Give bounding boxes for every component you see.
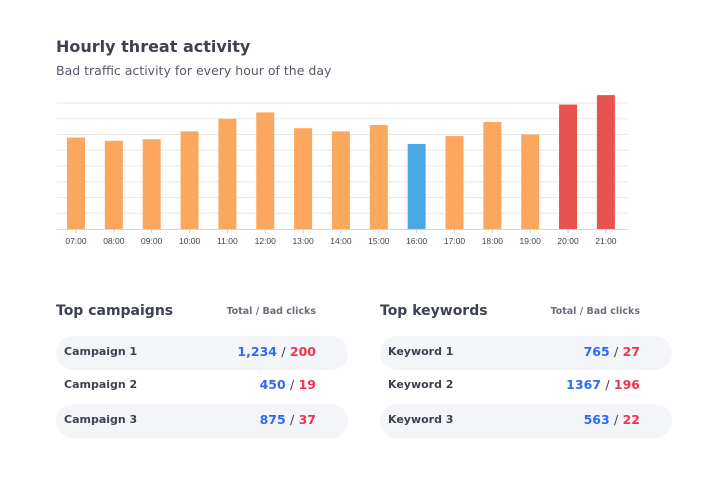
row-name: Campaign 3 — [64, 413, 138, 426]
table-row[interactable]: Keyword 2 1367 / 196 — [380, 369, 672, 403]
table-row[interactable]: Campaign 3 875 / 37 — [56, 404, 348, 438]
column-header: Total / Bad clicks — [550, 306, 640, 317]
bar-16:00[interactable] — [407, 143, 426, 229]
hourly-bar-chart: 07:00 08:00 09:00 10:00 11:00 12:00 13:00 14:00… — [57, 95, 628, 246]
row-value: 875 / 37 — [260, 412, 316, 427]
x-tick-label: 14:00 — [330, 236, 352, 246]
panel-title: Top campaigns — [56, 303, 174, 319]
x-tick-label: 11:00 — [217, 236, 238, 246]
bar-09:00[interactable] — [142, 139, 161, 229]
bar-14:00[interactable] — [331, 131, 350, 229]
bar-11:00[interactable] — [218, 118, 237, 229]
row-value: 1367 / 196 — [566, 377, 640, 392]
bad-clicks: 22 — [622, 412, 640, 427]
bar-10:00[interactable] — [180, 131, 199, 229]
separator: / — [281, 344, 286, 359]
x-tick-label: 19:00 — [520, 236, 542, 246]
bar-13:00[interactable] — [294, 128, 313, 229]
x-tick-label: 12:00 — [255, 236, 277, 246]
bad-clicks: 19 — [298, 377, 316, 392]
separator: / — [614, 344, 619, 359]
row-name: Campaign 1 — [64, 345, 138, 358]
row-name: Keyword 1 — [388, 345, 454, 358]
bar-12:00[interactable] — [256, 112, 275, 229]
x-tick-label: 10:00 — [179, 236, 201, 246]
table-row[interactable]: Keyword 3 563 / 22 — [380, 404, 672, 438]
bad-clicks: 196 — [613, 377, 640, 392]
row-value: 765 / 27 — [584, 344, 640, 359]
x-tick-label: 15:00 — [368, 236, 390, 246]
row-name: Keyword 2 — [388, 378, 454, 391]
bar-15:00[interactable] — [369, 125, 388, 229]
page-subtitle: Bad traffic activity for every hour of t… — [56, 63, 332, 78]
x-tick-label: 08:00 — [103, 236, 125, 246]
table-row[interactable]: Campaign 2 450 / 19 — [56, 369, 348, 403]
row-value: 1,234 / 200 — [237, 344, 316, 359]
x-tick-label: 07:00 — [65, 236, 87, 246]
bar-19:00[interactable] — [521, 134, 540, 230]
total-clicks: 875 — [259, 412, 286, 427]
x-tick-label: 18:00 — [482, 236, 504, 246]
row-value: 450 / 19 — [260, 377, 316, 392]
x-tick-label: 13:00 — [292, 236, 314, 246]
panel-title: Top keywords — [380, 303, 488, 319]
separator: / — [605, 377, 610, 392]
total-clicks: 765 — [583, 344, 610, 359]
total-clicks: 1367 — [566, 377, 601, 392]
row-value: 563 / 22 — [584, 412, 640, 427]
separator: / — [290, 412, 295, 427]
x-tick-label: 09:00 — [141, 236, 163, 246]
bar-08:00[interactable] — [104, 140, 123, 229]
x-tick-label: 17:00 — [444, 236, 466, 246]
bad-clicks: 27 — [622, 344, 640, 359]
bad-clicks: 200 — [289, 344, 316, 359]
total-clicks: 563 — [583, 412, 610, 427]
bar-17:00[interactable] — [445, 136, 464, 229]
bar-07:00[interactable] — [67, 137, 85, 229]
total-clicks: 450 — [259, 377, 286, 392]
table-row[interactable]: Campaign 1 1,234 / 200 — [56, 336, 348, 370]
bar-18:00[interactable] — [483, 121, 502, 229]
x-tick-label: 21:00 — [595, 236, 617, 246]
column-header: Total / Bad clicks — [226, 306, 316, 317]
x-tick-label: 16:00 — [406, 236, 428, 246]
row-name: Campaign 2 — [64, 378, 138, 391]
page-title: Hourly threat activity — [56, 37, 251, 56]
table-row[interactable]: Keyword 1 765 / 27 — [380, 336, 672, 370]
x-tick-label: 20:00 — [557, 236, 579, 246]
total-clicks: 1,234 — [237, 344, 277, 359]
bad-clicks: 37 — [298, 412, 316, 427]
separator: / — [290, 377, 295, 392]
row-name: Keyword 3 — [388, 413, 454, 426]
bar-20:00[interactable] — [559, 104, 578, 229]
separator: / — [614, 412, 619, 427]
bar-21:00[interactable] — [596, 95, 615, 229]
